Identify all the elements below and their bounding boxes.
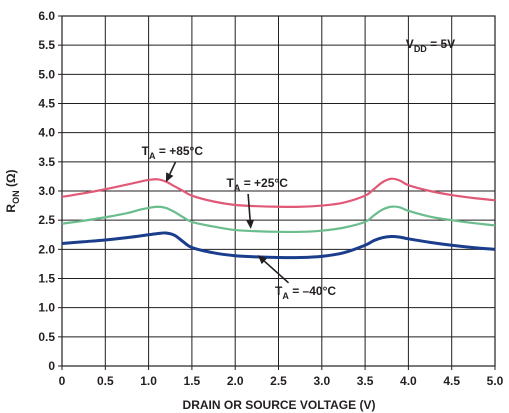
annotation-rest: = 5V (427, 37, 455, 51)
x-tick-label: 4.5 (443, 374, 460, 388)
x-tick-label: 5.0 (487, 374, 504, 388)
annotation-main: V (406, 37, 414, 51)
annotation-sub: DD (414, 44, 427, 54)
series-line-1 (61, 205, 496, 234)
annotation-arrow-line (263, 260, 290, 284)
annotation-arrow-line (247, 193, 251, 221)
annotation-label: VDD = 5V (406, 37, 455, 54)
x-tick-label: 2.5 (270, 374, 287, 388)
x-tick-label: 4.0 (400, 374, 417, 388)
annotation-label: TA = –40°C (275, 284, 336, 301)
y-tick-label: 5.0 (38, 67, 55, 81)
annotation-sub: A (234, 183, 241, 193)
plot-frame (61, 15, 496, 367)
annotation-label: TA = +85°C (142, 144, 204, 161)
y-axis-label-sub: ON (11, 190, 21, 204)
annotation-rest: = +85°C (156, 144, 204, 158)
axes: 0 0.5 1.0 1.5 2.0 2.5 3.0 3.5 4.0 4.5 5.0 0 0.5 1.0 1.… (38, 9, 503, 388)
annotation-arrow-line (169, 161, 177, 175)
y-tick-label: 5.5 (38, 38, 55, 52)
annotation-arrowhead (246, 219, 255, 229)
annotation-arrowhead (257, 255, 268, 265)
annotation-rest: = +25°C (240, 176, 288, 190)
annotation-main: T (142, 144, 150, 158)
annotation-sub: A (149, 151, 156, 161)
y-tick-label: 3.5 (38, 155, 55, 169)
y-axis-label: RON (Ω) (4, 169, 21, 212)
annotation-label: TA = +25°C (227, 176, 289, 193)
annotation-sub: A (282, 291, 289, 301)
x-tick-label: 0 (59, 374, 66, 388)
series-lines (61, 177, 496, 260)
y-tick-label: 0 (48, 359, 55, 373)
x-axis-label: DRAIN OR SOURCE VOLTAGE (V) (183, 398, 376, 412)
x-tick-label: 1.0 (140, 374, 157, 388)
y-axis-label-main: R (4, 204, 18, 213)
y-tick-label: 3.0 (38, 184, 55, 198)
y-tick-label: 1.0 (38, 301, 55, 315)
y-tick-label: 6.0 (38, 9, 55, 23)
series-line-2 (61, 231, 496, 260)
annotation-main: T (227, 176, 235, 190)
x-tick-label: 0.5 (97, 374, 114, 388)
y-tick-label: 1.5 (38, 272, 55, 286)
x-tick-label: 1.5 (184, 374, 201, 388)
y-tick-label: 0.5 (38, 330, 55, 344)
annotation-rest: = –40°C (289, 284, 336, 298)
y-tick-label: 2.0 (38, 242, 55, 256)
annotation-main: T (275, 284, 283, 298)
x-tick-label: 2.0 (227, 374, 244, 388)
series-line-0 (61, 177, 496, 208)
y-axis-label-unit: (Ω) (4, 169, 18, 190)
x-tick-label: 3.0 (313, 374, 330, 388)
y-tick-label: 4.5 (38, 97, 55, 111)
y-tick-label: 2.5 (38, 213, 55, 227)
annotation-arrowhead (165, 172, 174, 183)
x-tick-label: 3.5 (357, 374, 374, 388)
y-tick-label: 4.0 (38, 126, 55, 140)
